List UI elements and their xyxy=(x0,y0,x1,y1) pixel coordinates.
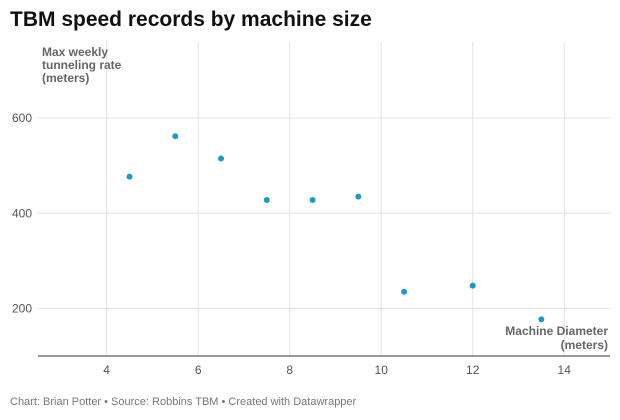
data-point-7 xyxy=(401,288,408,295)
y-tick-label-200: 200 xyxy=(12,301,32,315)
data-point-3 xyxy=(218,155,225,162)
y-tick-label-600: 600 xyxy=(12,111,32,125)
x-tick-labels: 4 6 8 10 12 14 xyxy=(103,363,571,377)
y-axis-title: Max weekly tunneling rate (meters) xyxy=(42,45,122,85)
x-tick-label-6: 6 xyxy=(195,363,202,377)
chart-title: TBM speed records by machine size xyxy=(10,8,372,31)
data-points xyxy=(126,133,545,323)
scatter-chart: 200 400 600 4 6 8 10 12 14 Max weekly tunneling … xyxy=(12,42,610,377)
x-tick-label-14: 14 xyxy=(558,363,572,377)
gridlines xyxy=(38,42,610,356)
x-tick-label-12: 12 xyxy=(466,363,480,377)
data-point-6 xyxy=(355,193,362,200)
data-point-9 xyxy=(538,316,545,323)
data-point-5 xyxy=(309,196,316,203)
x-axis-title: Machine Diameter (meters) xyxy=(505,324,608,352)
data-point-2 xyxy=(172,133,179,140)
x-tick-label-8: 8 xyxy=(286,363,293,377)
data-point-8 xyxy=(469,282,476,289)
x-tick-label-10: 10 xyxy=(375,363,389,377)
data-point-1 xyxy=(126,173,133,180)
data-point-4 xyxy=(263,196,270,203)
x-tick-label-4: 4 xyxy=(103,363,110,377)
y-tick-label-400: 400 xyxy=(12,206,32,220)
y-tick-labels: 200 400 600 xyxy=(12,111,32,315)
chart-footer: Chart: Brian Potter • Source: Robbins TB… xyxy=(10,396,357,408)
